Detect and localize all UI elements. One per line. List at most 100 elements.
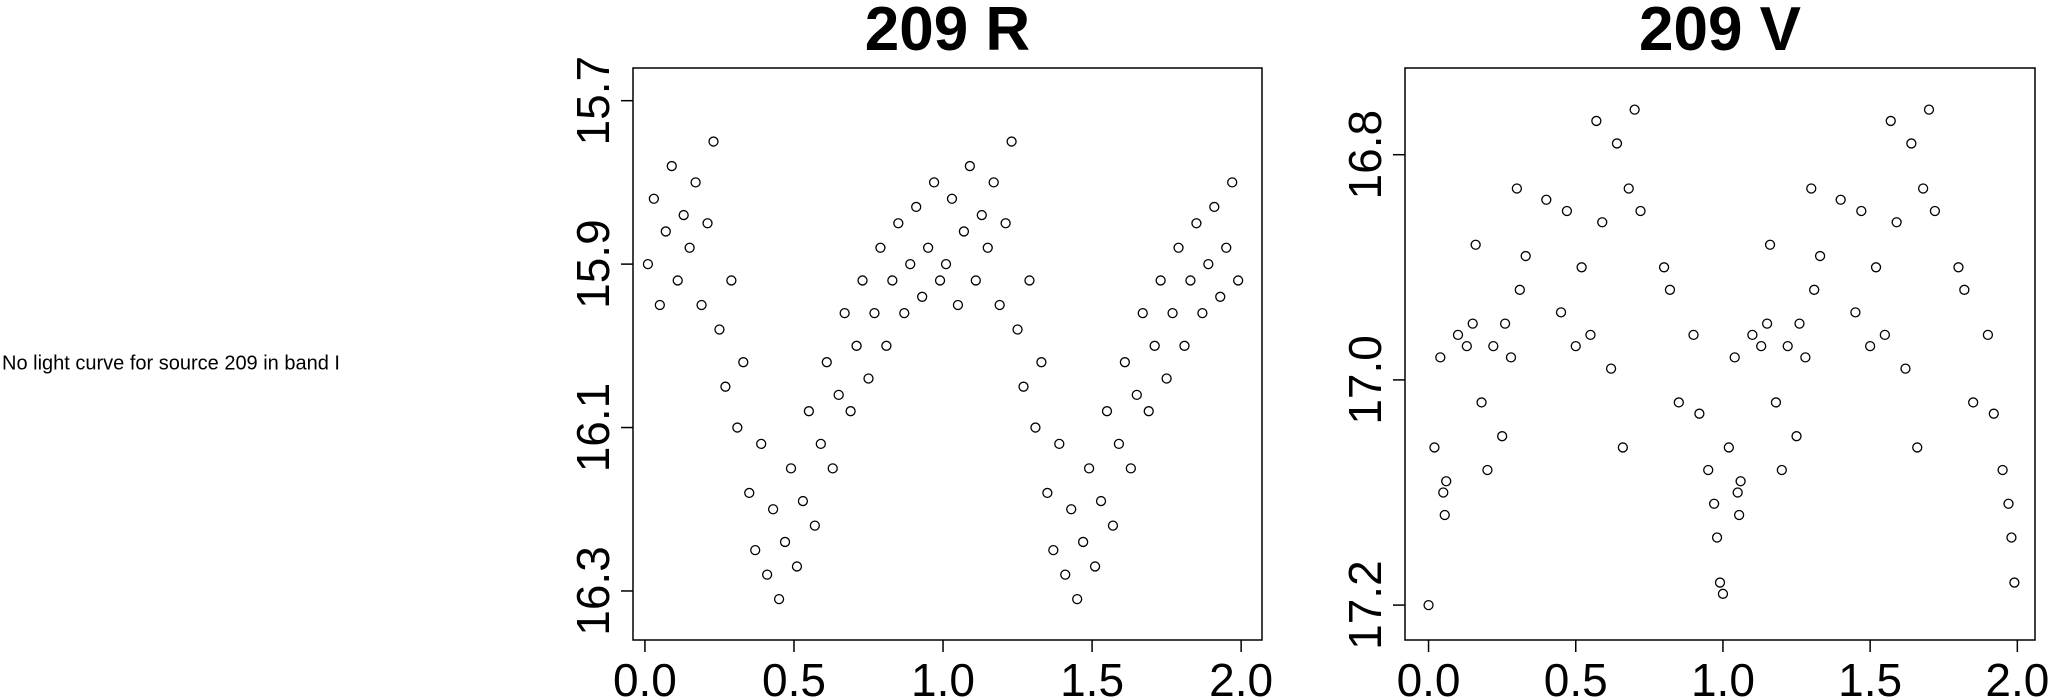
data-point <box>1452 329 1464 341</box>
data-point <box>1482 464 1493 476</box>
data-point <box>1673 397 1684 408</box>
data-point <box>732 422 743 433</box>
data-point <box>1747 329 1758 341</box>
data-point <box>1488 340 1499 352</box>
data-point <box>1119 357 1131 368</box>
data-point <box>1042 487 1053 499</box>
data-point <box>827 463 838 474</box>
data-point <box>1561 205 1573 217</box>
data-point <box>1997 464 2008 476</box>
data-point <box>1732 487 1743 498</box>
data-point <box>1570 340 1581 352</box>
data-point <box>1435 352 1446 363</box>
data-point <box>1131 389 1142 401</box>
data-point <box>1439 509 1450 521</box>
data-point <box>756 438 767 450</box>
data-point <box>1511 183 1523 194</box>
data-point <box>1496 431 1508 442</box>
data-point <box>797 495 809 507</box>
data-point <box>1688 329 1699 341</box>
data-point <box>1173 242 1184 253</box>
data-point <box>1885 115 1896 127</box>
data-point <box>660 226 671 237</box>
data-point <box>1891 217 1902 228</box>
data-point <box>1770 397 1782 408</box>
data-point <box>1809 284 1820 295</box>
data-point <box>2009 577 2020 588</box>
data-point <box>1782 340 1793 352</box>
y-tick-label: 15.7 <box>567 56 619 146</box>
data-point <box>1703 464 1714 476</box>
x-tick-label: 0.0 <box>1397 654 1461 697</box>
data-point <box>750 544 761 556</box>
data-point <box>1717 588 1729 599</box>
data-point <box>785 463 797 474</box>
data-point <box>1629 104 1640 115</box>
data-point <box>1423 599 1434 611</box>
data-point <box>1113 438 1125 450</box>
data-point <box>666 160 677 172</box>
data-point <box>1018 381 1029 392</box>
data-point <box>899 307 910 319</box>
data-point <box>1982 329 1994 341</box>
x-tick-label: 1.0 <box>1691 654 1755 697</box>
data-point <box>1030 422 1041 433</box>
data-point <box>791 561 803 572</box>
data-point <box>708 136 719 147</box>
data-point <box>1764 239 1776 250</box>
data-point <box>1054 438 1065 450</box>
data-point <box>1191 218 1202 229</box>
data-point <box>1735 476 1746 487</box>
data-point <box>1723 442 1734 453</box>
data-point <box>970 275 981 286</box>
data-point <box>1024 275 1035 286</box>
data-point <box>958 226 970 237</box>
data-point <box>1233 275 1244 286</box>
data-point <box>1077 536 1089 548</box>
data-point <box>875 242 886 253</box>
data-point <box>1611 138 1623 149</box>
data-point <box>1541 194 1552 205</box>
data-point <box>779 536 791 548</box>
data-point <box>642 258 654 270</box>
data-point <box>1968 397 1979 408</box>
data-point <box>1089 561 1101 572</box>
no-data-message: No light curve for source 209 in band I <box>2 352 340 374</box>
data-point <box>761 569 773 580</box>
x-tick-label: 0.5 <box>1544 654 1608 697</box>
data-point <box>738 357 749 368</box>
data-point <box>1959 284 1970 295</box>
data-point <box>1664 284 1676 295</box>
data-point <box>1161 373 1172 384</box>
data-point <box>1555 307 1567 318</box>
data-point <box>678 209 689 221</box>
data-point <box>869 307 880 319</box>
data-point <box>1605 363 1617 374</box>
data-point <box>1929 205 1941 217</box>
data-point <box>893 218 904 229</box>
data-point <box>1514 284 1525 295</box>
x-tick-label: 0.5 <box>762 654 826 697</box>
data-point <box>1215 291 1226 302</box>
data-point <box>1694 408 1705 419</box>
data-point <box>1617 442 1629 453</box>
data-point <box>1729 352 1740 363</box>
data-point <box>1036 357 1047 368</box>
data-point <box>1623 183 1634 194</box>
data-point <box>1900 363 1911 374</box>
data-point <box>1012 324 1023 335</box>
chart-title: 209 R <box>865 0 1030 64</box>
data-point <box>1711 532 1723 543</box>
data-point <box>1912 442 1923 453</box>
data-point <box>1761 318 1773 329</box>
data-point <box>1476 397 1487 408</box>
data-point <box>720 381 731 392</box>
data-point <box>1185 275 1196 286</box>
data-point <box>1060 569 1071 580</box>
data-point <box>1856 205 1867 217</box>
data-point <box>1597 217 1608 228</box>
data-point <box>917 291 928 302</box>
data-point <box>857 275 868 286</box>
data-point <box>1870 262 1882 273</box>
